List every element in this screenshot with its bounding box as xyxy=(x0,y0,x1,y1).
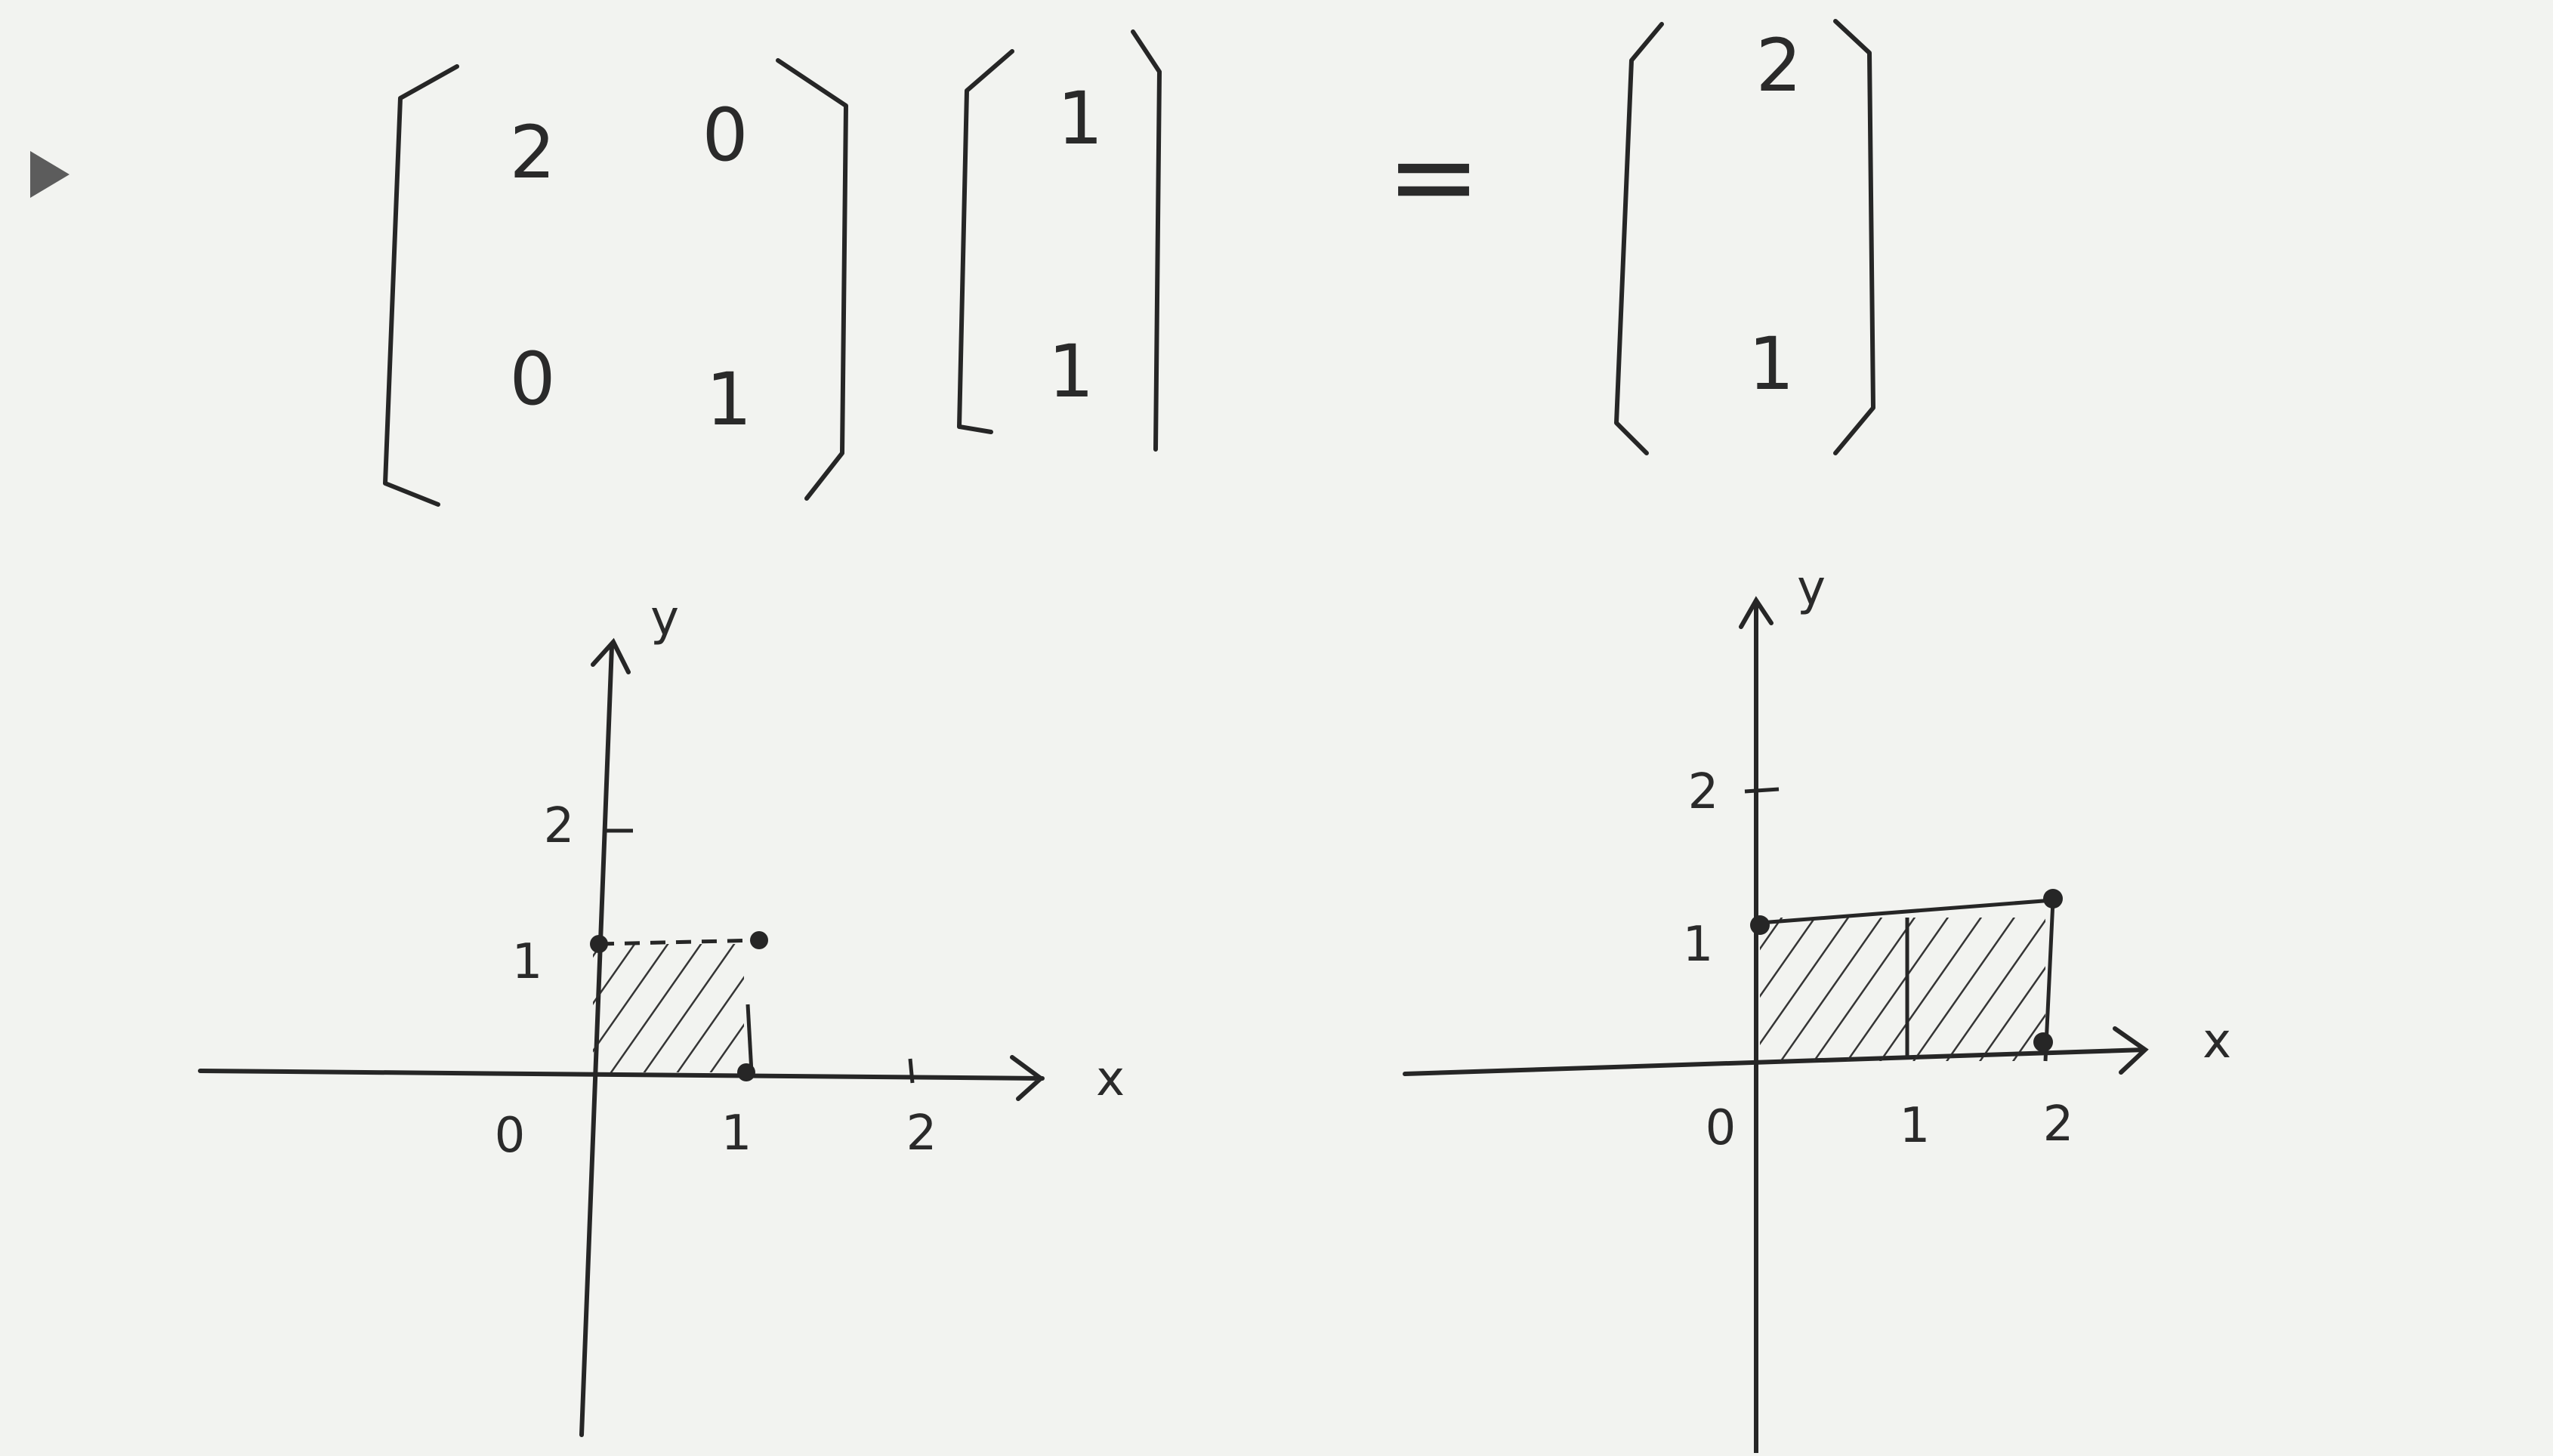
y-axis-label: y xyxy=(1797,560,1826,616)
corner-point-2-0 xyxy=(2033,1032,2053,1052)
y-axis-label: y xyxy=(650,591,679,646)
x-axis-label: x xyxy=(2203,1013,2231,1069)
equation-entries: 2 0 0 1 1 1 = 2 1 xyxy=(509,23,1801,442)
unit-square-dashed-top xyxy=(598,938,760,946)
y-tick-2 xyxy=(1744,787,1780,794)
result-right-bracket xyxy=(1833,19,1875,455)
x-axis-label: x xyxy=(1096,1051,1125,1107)
x-tick-label-1: 1 xyxy=(1900,1098,1931,1154)
y-tick-label-1: 1 xyxy=(512,934,543,990)
rectangle-hatch xyxy=(1760,918,2045,1061)
matrix-entry-21: 0 xyxy=(509,337,555,421)
origin-label: 0 xyxy=(1706,1100,1736,1156)
y-axis xyxy=(1739,596,1774,1455)
matrix-entry-22: 1 xyxy=(705,357,752,442)
unit-square-right-edge xyxy=(746,1004,754,1073)
corner-point-0-1 xyxy=(1750,915,1770,935)
x-tick-label-2: 2 xyxy=(906,1106,937,1161)
vector-right-bracket xyxy=(1131,29,1162,452)
origin-label: 0 xyxy=(495,1108,526,1164)
matrix-entry-11: 2 xyxy=(509,110,555,195)
y-tick-label-2: 2 xyxy=(544,798,575,854)
x-axis xyxy=(198,1055,1045,1101)
matrix-left-bracket xyxy=(383,64,459,507)
x-tick-2 xyxy=(908,1058,915,1084)
corner-point-1-1 xyxy=(750,931,768,949)
y-tick-label-2: 2 xyxy=(1688,764,1719,820)
vector-entry-2: 1 xyxy=(1048,329,1094,414)
corner-point-1-0 xyxy=(737,1063,755,1081)
y-tick-label-1: 1 xyxy=(1683,917,1714,973)
x-tick-label-2: 2 xyxy=(2043,1097,2074,1152)
matrix-entry-12: 0 xyxy=(702,93,748,177)
vector-left-bracket xyxy=(957,49,1014,434)
result-entry-1: 2 xyxy=(1755,23,1801,108)
result-entry-2: 1 xyxy=(1748,322,1794,406)
plot-before: y x 0 1 2 1 2 xyxy=(198,591,1125,1437)
result-left-bracket xyxy=(1614,22,1664,455)
corner-point-0-1 xyxy=(590,935,608,953)
matrix-equation xyxy=(383,19,1875,507)
x-tick-label-1: 1 xyxy=(721,1106,752,1161)
unit-square-hatch xyxy=(593,944,744,1072)
matrix-right-bracket xyxy=(776,58,848,501)
equals-sign: = xyxy=(1386,111,1481,242)
corner-point-2-1 xyxy=(2043,889,2063,908)
plot-after: y x 0 1 2 1 2 xyxy=(1403,560,2231,1455)
vector-entry-1: 1 xyxy=(1057,76,1103,161)
triangle-right-icon[interactable] xyxy=(30,151,69,198)
